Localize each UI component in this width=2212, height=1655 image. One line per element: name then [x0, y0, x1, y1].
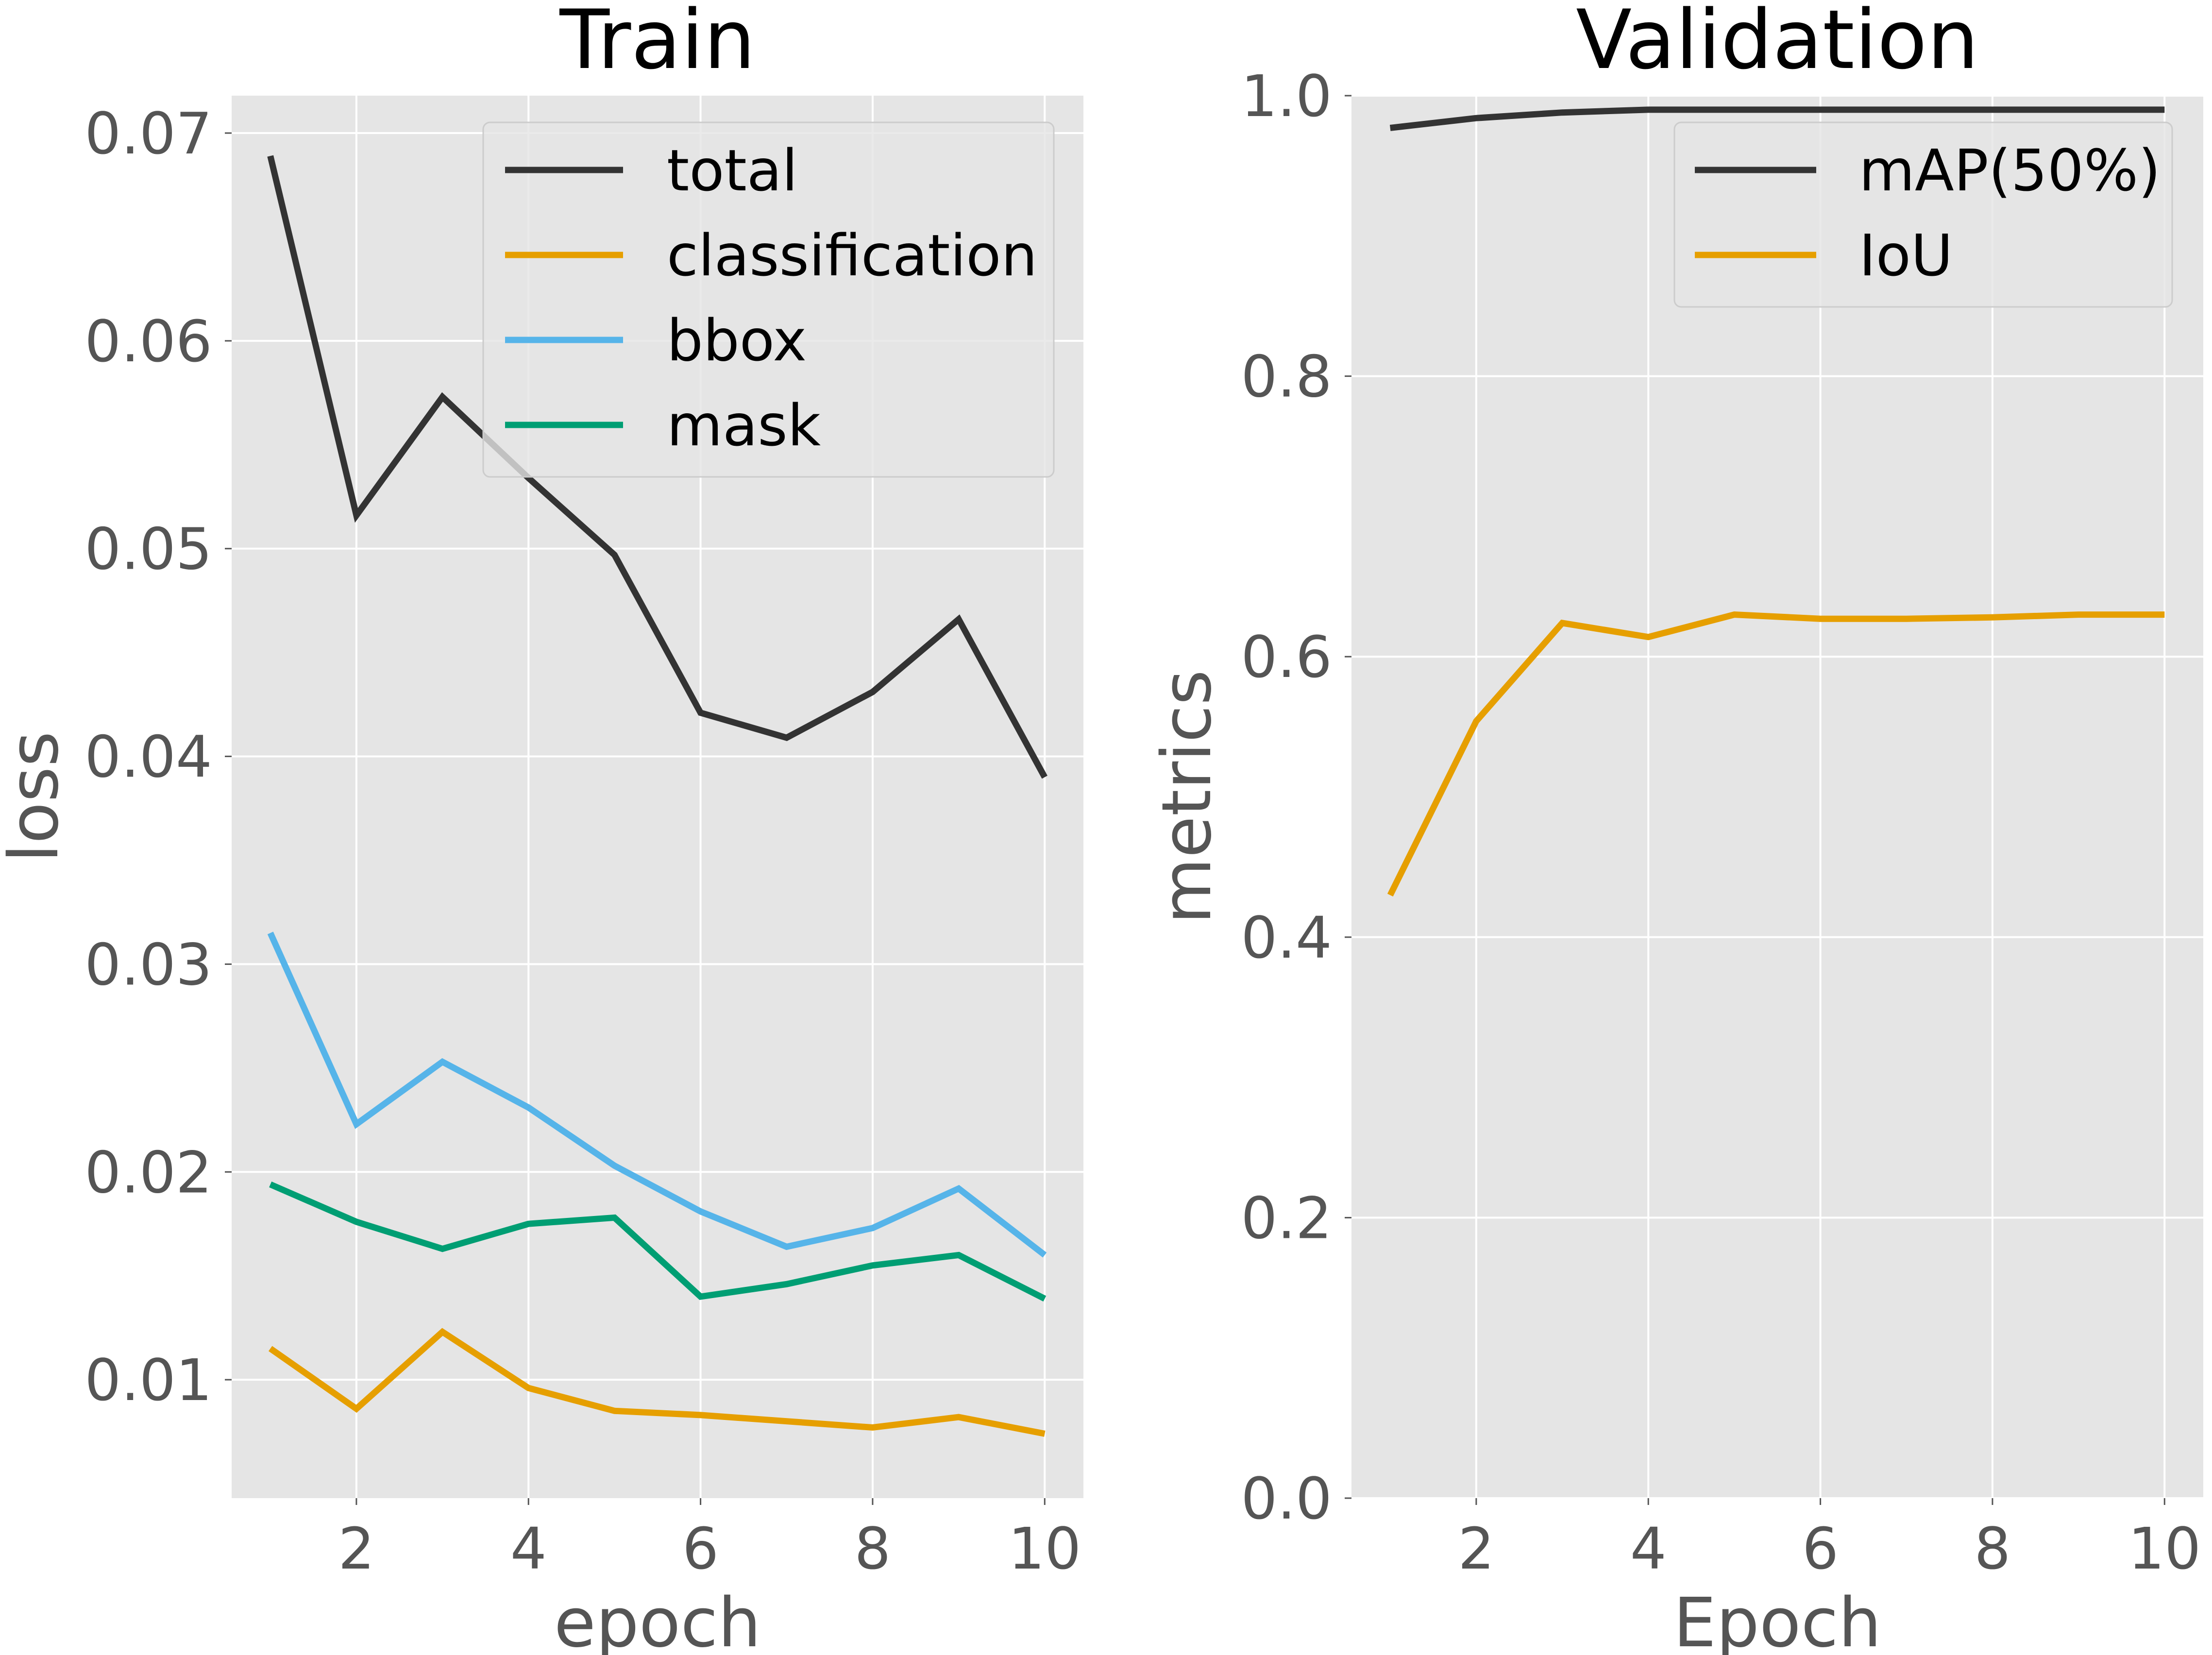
legend-item: IoU [1695, 222, 1953, 289]
legend-label: mAP(50%) [1859, 137, 2161, 204]
legend-item: bbox [505, 307, 807, 374]
x-tick-label: 8 [1974, 1515, 2010, 1582]
legend-label: classification [667, 222, 1037, 289]
y-tick-label: 0.8 [1241, 343, 1332, 410]
legend-item: total [505, 137, 798, 204]
x-tick-label: 10 [1008, 1515, 1081, 1582]
train-chart: 2 4 6 8 10 0.01 0.02 0.03 0.04 0.05 0.06 0.07 Train e… [0, 0, 1083, 1655]
x-axis-label: epoch [554, 1584, 761, 1655]
legend: total classification bbox mask [482, 121, 1055, 478]
legend-item: mAP(50%) [1695, 137, 2161, 204]
y-tick-label: 0.05 [84, 516, 212, 583]
y-tick-label: 0.04 [84, 724, 212, 791]
series-line-map-50 [1389, 106, 2165, 131]
legend: mAP(50%) IoU [1673, 121, 2173, 308]
x-tick-label: 6 [682, 1515, 719, 1582]
series-line-mask [269, 1181, 1047, 1302]
y-tick-label: 0.06 [84, 308, 212, 375]
legend-item: mask [505, 392, 821, 459]
legend-label: IoU [1859, 222, 1953, 289]
legend-frame [482, 121, 1055, 478]
series-line-iou [1387, 611, 2165, 897]
y-tick-label: 0.4 [1241, 904, 1332, 971]
legend-label: mask [667, 392, 821, 459]
y-tick-label: 0.6 [1241, 624, 1332, 691]
x-tick-label: 8 [854, 1515, 891, 1582]
x-tick-label: 6 [1802, 1515, 1839, 1582]
y-axis-label: loss [0, 731, 74, 862]
y-tick-label: 0.0 [1241, 1465, 1332, 1532]
series-line-bbox [267, 931, 1047, 1258]
legend-label: total [667, 137, 798, 204]
chart-title: Validation [1576, 0, 1979, 87]
x-tick-label: 2 [1458, 1515, 1494, 1582]
x-tick-label: 4 [510, 1515, 547, 1582]
y-tick-label: 0.2 [1241, 1184, 1332, 1251]
y-tick-label: 0.01 [84, 1347, 212, 1414]
plot-area [1351, 96, 2203, 1498]
y-axis-label: metrics [1148, 670, 1227, 924]
x-axis-label: Epoch [1673, 1584, 1882, 1655]
legend-label: bbox [667, 307, 807, 374]
chart-title: Train [559, 0, 755, 87]
y-tick-label: 0.03 [84, 931, 212, 998]
series-line-total [267, 155, 1048, 779]
x-tick-label: 4 [1630, 1515, 1667, 1582]
y-tick-label: 1.0 [1241, 63, 1332, 130]
y-tick-label: 0.07 [84, 100, 212, 167]
legend-item: classification [505, 222, 1037, 289]
series-line-classification [268, 1328, 1046, 1437]
x-tick-label: 10 [2128, 1515, 2201, 1582]
validation-chart: 2 4 6 8 10 0.0 0.2 0.4 0.6 0.8 1.0 Validation Epoch m… [1148, 0, 2203, 1655]
y-tick-label: 0.02 [84, 1139, 212, 1206]
x-tick-label: 2 [338, 1515, 374, 1582]
